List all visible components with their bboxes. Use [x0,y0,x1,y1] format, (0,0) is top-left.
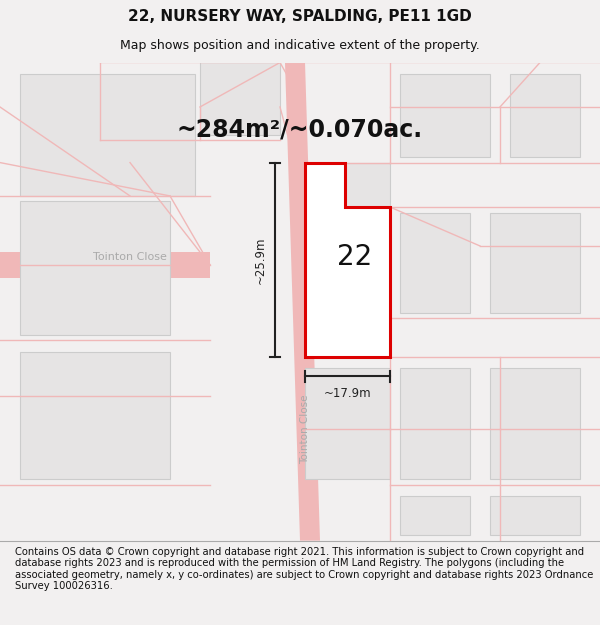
Polygon shape [490,213,580,312]
Polygon shape [345,162,390,207]
Polygon shape [305,162,390,357]
Polygon shape [510,74,580,157]
Polygon shape [20,74,195,196]
Polygon shape [400,368,470,479]
Polygon shape [400,213,470,312]
Text: Tointon Close: Tointon Close [93,252,167,262]
Text: ~25.9m: ~25.9m [254,236,267,284]
Text: 22, NURSERY WAY, SPALDING, PE11 1GD: 22, NURSERY WAY, SPALDING, PE11 1GD [128,9,472,24]
Polygon shape [305,213,390,312]
Text: ~284m²/~0.070ac.: ~284m²/~0.070ac. [177,118,423,141]
Text: Map shows position and indicative extent of the property.: Map shows position and indicative extent… [120,39,480,51]
Polygon shape [400,496,470,535]
Polygon shape [20,201,170,335]
Polygon shape [20,352,170,479]
Polygon shape [285,62,320,541]
Text: Tointon Close: Tointon Close [300,394,310,464]
Polygon shape [0,251,210,278]
Text: 22: 22 [337,243,373,271]
Polygon shape [305,368,390,479]
Text: Contains OS data © Crown copyright and database right 2021. This information is : Contains OS data © Crown copyright and d… [15,546,593,591]
Text: ~17.9m: ~17.9m [323,388,371,401]
Polygon shape [490,496,580,535]
Polygon shape [200,62,280,135]
Polygon shape [490,368,580,479]
Polygon shape [400,74,490,157]
